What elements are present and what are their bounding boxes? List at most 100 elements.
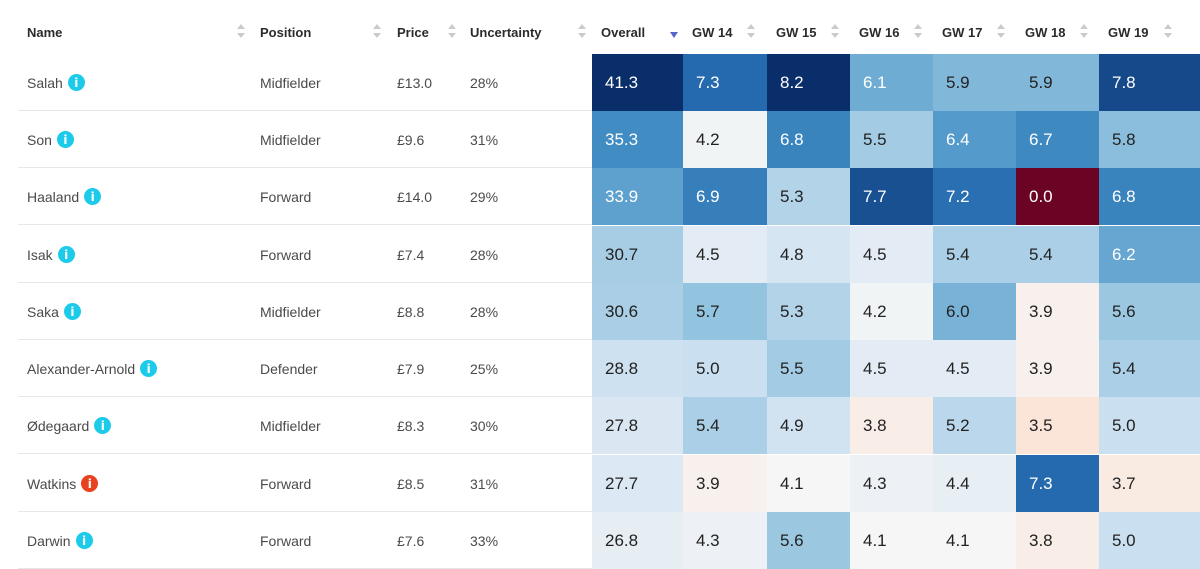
position-cell: Forward	[260, 475, 312, 492]
row-divider	[18, 339, 592, 340]
price-cell: £7.9	[397, 360, 425, 377]
gw17-cell: 5.9	[933, 54, 1016, 111]
player-name-cell: Alexander-Arnold i	[27, 340, 158, 397]
sort-icon[interactable]	[746, 24, 756, 40]
info-icon[interactable]: i	[81, 475, 99, 492]
column-header-gw14[interactable]: GW 14	[692, 0, 732, 64]
position-cell: Midfielder	[260, 417, 321, 434]
sort-icon[interactable]	[913, 24, 923, 40]
gw18-cell: 3.9	[1016, 340, 1099, 397]
sort-icon[interactable]	[372, 24, 382, 40]
column-header-gw19[interactable]: GW 19	[1108, 0, 1148, 64]
overall-cell: 27.8	[592, 397, 683, 454]
player-name[interactable]: Darwin	[27, 532, 71, 549]
column-header-gw16[interactable]: GW 16	[859, 0, 899, 64]
info-icon[interactable]: i	[63, 303, 81, 320]
column-label-name: Name	[27, 24, 63, 40]
column-header-gw17[interactable]: GW 17	[942, 0, 982, 64]
player-name[interactable]: Isak	[27, 246, 53, 263]
table-row[interactable]: Darwin i Forward £7.6 33% 26.8 4.3 5.6 4.1 4.1 3.8…	[0, 512, 1200, 569]
column-header-gw15[interactable]: GW 15	[776, 0, 816, 64]
gw17-cell: 6.4	[933, 111, 1016, 168]
price-cell: £8.8	[397, 303, 425, 320]
column-header-gw18[interactable]: GW 18	[1025, 0, 1065, 64]
info-icon[interactable]: i	[56, 131, 74, 148]
column-label-gw16: GW 16	[859, 24, 900, 40]
column-header-position[interactable]: Position	[260, 0, 311, 64]
overall-cell: 35.3	[592, 111, 683, 168]
info-icon[interactable]: i	[67, 74, 85, 91]
sort-icon[interactable]	[1163, 24, 1173, 40]
row-divider	[18, 511, 592, 512]
table-row[interactable]: Alexander-Arnold i Defender £7.9 25% 28.8 5.0 5…	[0, 340, 1200, 397]
table-row[interactable]: Isak i Forward £7.4 28% 30.7 4.5 4.8 4.5 5.4 5.4 6.…	[0, 226, 1200, 283]
info-icon[interactable]: i	[84, 188, 102, 205]
player-name[interactable]: Alexander-Arnold	[27, 360, 136, 377]
sort-descending-icon[interactable]	[670, 32, 678, 38]
player-name-cell: Ødegaard i	[27, 397, 112, 454]
gw15-cell: 4.8	[767, 226, 850, 283]
player-name[interactable]: Haaland	[27, 188, 80, 205]
gw14-cell: 7.3	[683, 54, 767, 111]
table-header: Name Position Price Uncertainty Overall …	[0, 0, 1200, 64]
gw19-cell: 6.8	[1099, 168, 1200, 225]
sort-icon[interactable]	[996, 24, 1006, 40]
player-name[interactable]: Son	[27, 131, 52, 148]
column-header-overall[interactable]: Overall	[601, 0, 645, 64]
overall-cell: 30.6	[592, 283, 683, 340]
uncertainty-cell: 28%	[470, 246, 499, 263]
gw19-cell: 5.6	[1099, 283, 1200, 340]
sort-icon[interactable]	[236, 24, 246, 40]
gw19-cell: 6.2	[1099, 226, 1200, 283]
info-icon[interactable]: i	[75, 532, 93, 549]
uncertainty-cell: 25%	[470, 360, 499, 377]
column-label-gw17: GW 17	[942, 24, 983, 40]
gw19-cell: 7.8	[1099, 54, 1200, 111]
player-name[interactable]: Ødegaard	[27, 417, 90, 434]
player-name[interactable]: Salah	[27, 74, 63, 91]
table-row[interactable]: Salah i Midfielder £13.0 28% 41.3 7.3 8.2 6.1 5.9…	[0, 54, 1200, 111]
gw16-cell: 7.7	[850, 168, 933, 225]
table-row[interactable]: Saka i Midfielder £8.8 28% 30.6 5.7 5.3 4.2 6.0 3.…	[0, 283, 1200, 340]
player-name[interactable]: Saka	[27, 303, 59, 320]
gw14-cell: 5.7	[683, 283, 767, 340]
gw15-cell: 5.5	[767, 340, 850, 397]
price-cell: £8.5	[397, 475, 425, 492]
sort-icon[interactable]	[577, 24, 587, 40]
column-header-price[interactable]: Price	[397, 0, 429, 64]
gw15-cell: 5.3	[767, 283, 850, 340]
overall-cell: 28.8	[592, 340, 683, 397]
table-row[interactable]: Ødegaard i Midfielder £8.3 30% 27.8 5.4 4.9 3.8 5…	[0, 397, 1200, 454]
uncertainty-cell: 30%	[470, 417, 499, 434]
gw16-cell: 3.8	[850, 397, 933, 454]
position-cell: Midfielder	[260, 131, 321, 148]
table-row[interactable]: Watkins i Forward £8.5 31% 27.7 3.9 4.1 4.3 4.4 7.…	[0, 455, 1200, 512]
column-header-name[interactable]: Name	[27, 0, 62, 64]
gw17-cell: 6.0	[933, 283, 1016, 340]
gw19-cell: 5.4	[1099, 340, 1200, 397]
gw19-cell: 5.8	[1099, 111, 1200, 168]
gw16-cell: 5.5	[850, 111, 933, 168]
uncertainty-cell: 31%	[470, 475, 499, 492]
sort-icon[interactable]	[1079, 24, 1089, 40]
player-name-cell: Saka i	[27, 283, 81, 340]
info-icon[interactable]: i	[57, 246, 75, 263]
info-icon[interactable]: i	[94, 417, 112, 434]
table-row[interactable]: Haaland i Forward £14.0 29% 33.9 6.9 5.3 7.7 7.2 0…	[0, 168, 1200, 225]
info-icon[interactable]: i	[140, 360, 158, 377]
gw18-cell: 3.9	[1016, 283, 1099, 340]
sort-icon[interactable]	[447, 24, 457, 40]
position-cell: Forward	[260, 532, 312, 549]
sort-icon[interactable]	[830, 24, 840, 40]
gw14-cell: 4.3	[683, 512, 767, 569]
gw15-cell: 6.8	[767, 111, 850, 168]
player-name[interactable]: Watkins	[27, 475, 77, 492]
gw18-cell: 3.8	[1016, 512, 1099, 569]
column-label-position: Position	[260, 24, 312, 40]
gw18-cell: 7.3	[1016, 455, 1099, 512]
gw16-cell: 4.5	[850, 226, 933, 283]
column-header-uncertainty[interactable]: Uncertainty	[470, 0, 542, 64]
table-row[interactable]: Son i Midfielder £9.6 31% 35.3 4.2 6.8 5.5 6.4 6.7…	[0, 111, 1200, 168]
price-cell: £8.3	[397, 417, 425, 434]
